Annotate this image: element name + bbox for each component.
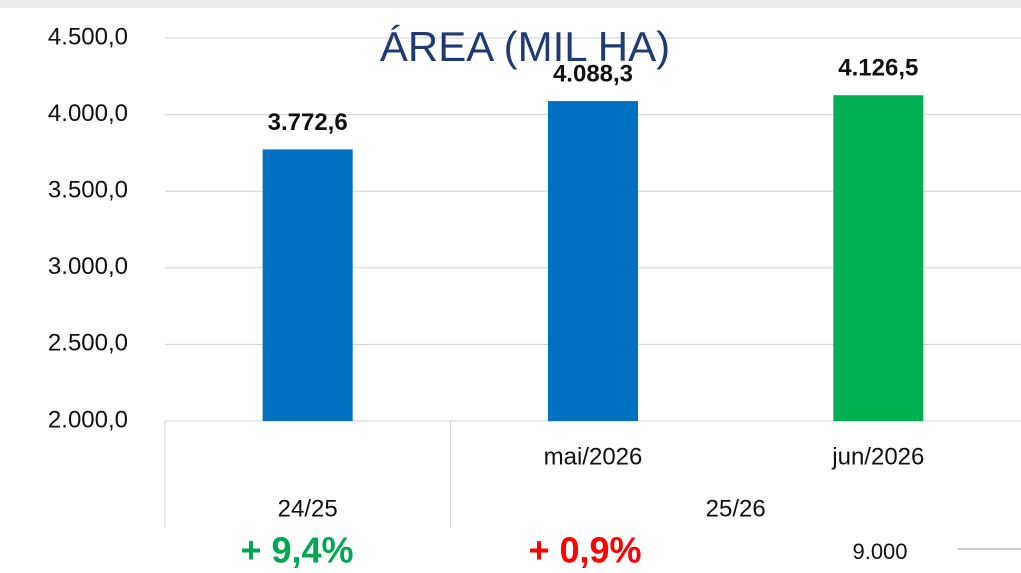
top-band <box>0 0 1021 8</box>
bar <box>548 101 638 421</box>
bar <box>262 149 353 421</box>
y-tick-label: 4.500,0 <box>48 23 128 50</box>
value-label: 4.088,3 <box>553 60 633 87</box>
y-tick-label: 3.000,0 <box>48 253 128 280</box>
annotation: + 9,4% <box>240 530 353 571</box>
y-tick-label: 2.000,0 <box>48 406 128 433</box>
group-label: 25/26 <box>706 495 766 522</box>
group-label: 24/25 <box>278 495 338 522</box>
y-tick-label: 4.000,0 <box>48 100 128 127</box>
value-label: 4.126,5 <box>838 55 918 82</box>
x-tick-label: mai/2026 <box>544 443 643 470</box>
chart-title: ÁREA (MIL HA) <box>380 23 670 70</box>
x-tick-label: jun/2026 <box>831 443 924 470</box>
value-label: 3.772,6 <box>268 109 348 136</box>
y-tick-label: 3.500,0 <box>48 177 128 204</box>
y-tick-label: 2.500,0 <box>48 330 128 357</box>
bar <box>833 95 924 421</box>
annotation: 9.000 <box>852 539 907 564</box>
annotation: + 0,9% <box>528 530 641 571</box>
